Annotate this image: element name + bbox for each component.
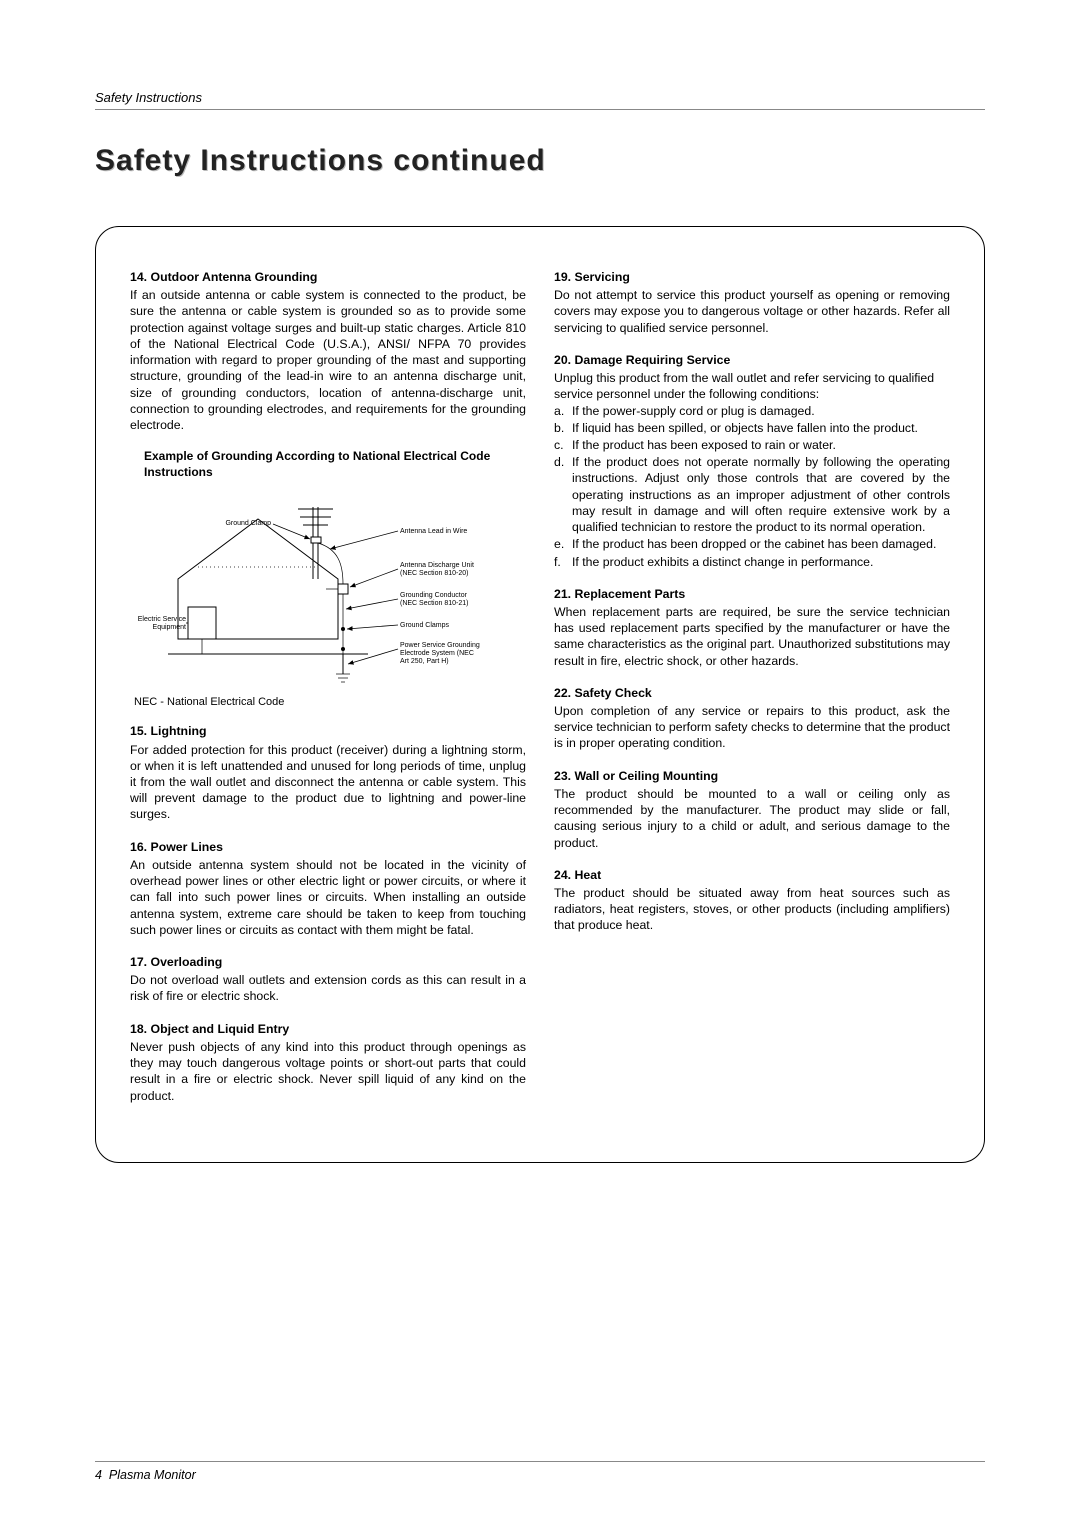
section-21-body: When replacement parts are required, be … <box>554 604 950 669</box>
grounding-diagram: Ground Clamp Electric Service Equipment … <box>130 489 526 689</box>
section-22-body: Upon completion of any service or repair… <box>554 703 950 752</box>
section-18: 18. Object and Liquid Entry Never push o… <box>130 1021 526 1104</box>
page-title: Safety Instructions continued <box>95 144 985 178</box>
list-letter: b. <box>554 420 572 436</box>
section-19-heading: 19. Servicing <box>554 269 950 285</box>
section-16-heading: 16. Power Lines <box>130 839 526 855</box>
section-23-body: The product should be mounted to a wall … <box>554 786 950 851</box>
section-14: 14. Outdoor Antenna Grounding If an outs… <box>130 269 526 433</box>
page-header: Safety Instructions <box>95 90 985 110</box>
section-20: 20. Damage Requiring Service Unplug this… <box>554 352 950 570</box>
section-15: 15. Lightning For added protection for t… <box>130 723 526 822</box>
diagram-label-discharge1: Antenna Discharge Unit <box>400 562 474 569</box>
list-item: a.If the power-supply cord or plug is da… <box>554 403 950 419</box>
section-14-heading: 14. Outdoor Antenna Grounding <box>130 269 526 285</box>
footer-rule <box>95 1461 985 1462</box>
section-18-heading: 18. Object and Liquid Entry <box>130 1021 526 1037</box>
section-22: 22. Safety Check Upon completion of any … <box>554 685 950 752</box>
section-17-heading: 17. Overloading <box>130 954 526 970</box>
list-body: If the product has been dropped or the c… <box>572 536 950 552</box>
section-15-body: For added protection for this product (r… <box>130 742 526 823</box>
list-letter: f. <box>554 554 572 570</box>
list-item: e.If the product has been dropped or the… <box>554 536 950 552</box>
section-19: 19. Servicing Do not attempt to service … <box>554 269 950 336</box>
section-24: 24. Heat The product should be situated … <box>554 867 950 934</box>
grounding-example-heading: Example of Grounding According to Nation… <box>144 449 526 481</box>
diagram-label-ground-clamp: Ground Clamp <box>225 520 271 527</box>
section-23: 23. Wall or Ceiling Mounting The product… <box>554 768 950 851</box>
header-label: Safety Instructions <box>95 90 985 109</box>
section-17: 17. Overloading Do not overload wall out… <box>130 954 526 1005</box>
grounding-diagram-svg: Ground Clamp Electric Service Equipment … <box>138 489 518 689</box>
footer-doc-name: Plasma Monitor <box>109 1468 196 1482</box>
section-21-heading: 21. Replacement Parts <box>554 586 950 602</box>
section-20-list: a.If the power-supply cord or plug is da… <box>554 403 950 570</box>
section-18-body: Never push objects of any kind into this… <box>130 1039 526 1104</box>
section-21: 21. Replacement Parts When replacement p… <box>554 586 950 669</box>
diagram-label-ese1: Electric Service <box>138 616 186 623</box>
diagram-label-pse2: Electrode System (NEC <box>400 650 474 657</box>
diagram-label-conductor2: (NEC Section 810-21) <box>400 600 468 607</box>
content-panel: 14. Outdoor Antenna Grounding If an outs… <box>95 226 985 1163</box>
page-footer: 4 Plasma Monitor <box>95 1461 985 1482</box>
diagram-label-discharge2: (NEC Section 810-20) <box>400 570 468 577</box>
diagram-label-ese2: Equipment <box>153 624 187 631</box>
diagram-label-conductor1: Grounding Conductor <box>400 592 468 599</box>
right-column: 19. Servicing Do not attempt to service … <box>554 269 950 1120</box>
header-rule <box>95 109 985 110</box>
diagram-label-antenna-lead: Antenna Lead in Wire <box>400 528 467 535</box>
list-body: If the power-supply cord or plug is dama… <box>572 403 950 419</box>
section-19-body: Do not attempt to service this product y… <box>554 287 950 336</box>
diagram-label-pse1: Power Service Grounding <box>400 642 480 649</box>
section-20-heading: 20. Damage Requiring Service <box>554 352 950 368</box>
list-letter: e. <box>554 536 572 552</box>
section-23-heading: 23. Wall or Ceiling Mounting <box>554 768 950 784</box>
section-15-heading: 15. Lightning <box>130 723 526 739</box>
diagram-caption: NEC - National Electrical Code <box>134 695 526 710</box>
list-body: If the product has been exposed to rain … <box>572 437 950 453</box>
list-body: If the product does not operate normally… <box>572 454 950 535</box>
section-17-body: Do not overload wall outlets and extensi… <box>130 972 526 1004</box>
section-14-body: If an outside antenna or cable system is… <box>130 287 526 433</box>
diagram-label-pse3: Art 250, Part H) <box>400 658 449 665</box>
list-body: If the product exhibits a distinct chang… <box>572 554 950 570</box>
section-16-body: An outside antenna system should not be … <box>130 857 526 938</box>
section-16: 16. Power Lines An outside antenna syste… <box>130 839 526 938</box>
diagram-label-ground-clamps: Ground Clamps <box>400 622 450 629</box>
list-letter: d. <box>554 454 572 535</box>
list-body: If liquid has been spilled, or objects h… <box>572 420 950 436</box>
section-24-heading: 24. Heat <box>554 867 950 883</box>
list-item: b.If liquid has been spilled, or objects… <box>554 420 950 436</box>
left-column: 14. Outdoor Antenna Grounding If an outs… <box>130 269 526 1120</box>
section-20-body: Unplug this product from the wall outlet… <box>554 370 950 402</box>
list-item: c.If the product has been exposed to rai… <box>554 437 950 453</box>
list-letter: c. <box>554 437 572 453</box>
list-item: f.If the product exhibits a distinct cha… <box>554 554 950 570</box>
footer-text: 4 Plasma Monitor <box>95 1468 985 1482</box>
footer-page-number: 4 <box>95 1468 102 1482</box>
list-item: d.If the product does not operate normal… <box>554 454 950 535</box>
section-24-body: The product should be situated away from… <box>554 885 950 934</box>
list-letter: a. <box>554 403 572 419</box>
section-22-heading: 22. Safety Check <box>554 685 950 701</box>
